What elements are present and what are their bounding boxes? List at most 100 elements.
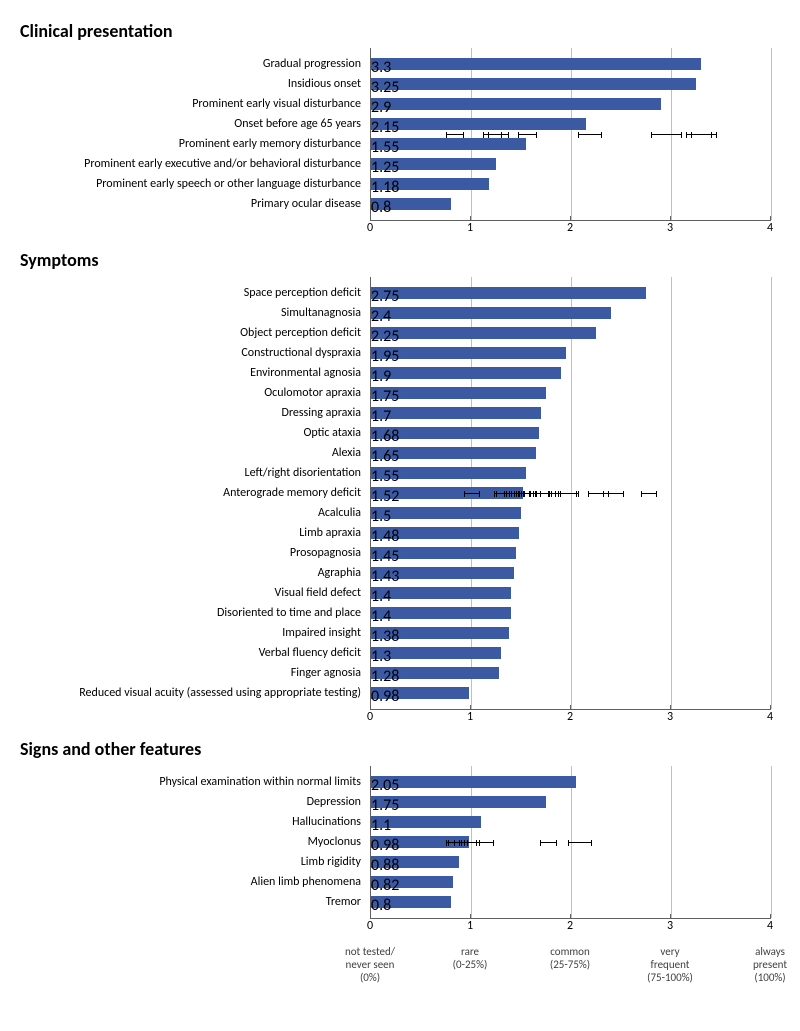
error-cap-high [556,840,557,846]
x-axis-qual-label: common(25-75%) [550,945,590,971]
bar: 0.8 [371,198,451,210]
bar-row: Tremor0.8 [371,892,771,912]
error-cap-low [514,491,515,497]
error-cap-low [530,491,531,497]
error-cap-high [529,491,530,497]
bar-row: Visual field defect1.4 [371,583,771,603]
section-title-signs: Signs and other features [20,738,790,760]
error-bar [641,493,656,494]
error-cap-high [656,491,657,497]
error-cap-high [511,491,512,497]
x-tick-label: 4 [767,919,773,933]
error-cap-low [560,491,561,497]
error-cap-high [467,840,468,846]
bar: 1.68 [371,427,539,439]
error-cap-high [479,491,480,497]
error-cap-low [540,491,541,497]
x-tick-label: 0 [367,221,373,235]
bar-row: Agraphia1.43 [371,563,771,583]
bar-label: Dressing apraxia [11,407,367,420]
error-cap-low [483,132,484,138]
bar: 1.48 [371,527,519,539]
error-bar [518,134,536,135]
bar: 1.9 [371,367,561,379]
x-tick-label: 4 [767,221,773,235]
error-cap-high [623,491,624,497]
bar: 3.3 [371,58,701,70]
bar: 1.7 [371,407,541,419]
bar-label: Verbal fluency deficit [11,647,367,660]
section-title-clinical: Clinical presentation [20,20,790,42]
bar-label: Tremor [11,896,367,909]
error-cap-low [651,132,652,138]
error-cap-low [464,491,465,497]
x-axis-qualitative-labels: not tested/never seen(0%)rare(0-25%)comm… [370,943,770,989]
bar-label: Prominent early speech or other language… [11,178,367,191]
error-cap-low [476,840,477,846]
bar-label: Hallucinations [11,816,367,829]
error-bar [651,134,681,135]
error-bar [494,493,511,494]
gridline [771,766,772,918]
plot-zone: Gradual progression3.3Insidious onset3.2… [370,48,771,221]
error-cap-high [501,132,502,138]
bar-label: Prominent early executive and/or behavio… [11,158,367,171]
error-cap-low [686,132,687,138]
bar: 2.4 [371,307,611,319]
bar: 1.5 [371,507,521,519]
bar-row: Reduced visual acuity (assessed using ap… [371,683,771,703]
bar-row: Hallucinations1.1 [371,812,771,832]
bar-row: Space perception deficit2.75 [371,283,771,303]
error-cap-high [524,491,525,497]
gridline [771,48,772,220]
bar: 1.65 [371,447,536,459]
bar: 1.25 [371,158,496,170]
bar-label: Prosopagnosia [11,547,367,560]
bar-label: Oculomotor apraxia [11,387,367,400]
error-bar [446,842,459,843]
error-cap-low [588,491,589,497]
x-axis-qual-label: not tested/never seen(0%) [345,945,395,984]
bar-row: Alexia1.65 [371,443,771,463]
bar-label: Prominent early memory disturbance [11,138,367,151]
bar-row: Gradual progression3.3 [371,54,771,74]
error-bar [446,134,463,135]
bar-row: Environmental agnosia1.9 [371,363,771,383]
bar-row: Insidious onset3.25 [371,74,771,94]
bar: 1.55 [371,467,526,479]
bar-label: Onset before age 65 years [11,118,367,131]
panel-clinical: Gradual progression3.3Insidious onset3.2… [10,48,790,239]
error-cap-high [681,132,682,138]
x-axis-ticks: 01234 [370,710,770,728]
bar-label: Depression [11,796,367,809]
bar-row: Prosopagnosia1.45 [371,543,771,563]
bar: 1.55 [371,138,526,150]
bar-row: Constructional dyspraxia1.95 [371,343,771,363]
error-cap-high [461,840,462,846]
bar-rows: Physical examination within normal limit… [371,766,771,918]
error-cap-high [601,132,602,138]
bar-label: Insidious onset [11,78,367,91]
error-cap-low [691,132,692,138]
error-cap-low [488,132,489,138]
error-cap-high [558,491,559,497]
bar: 1.75 [371,387,546,399]
error-cap-high [523,491,524,497]
bar-row: Left/right disorientation1.55 [371,463,771,483]
bar: 1.1 [371,816,481,828]
error-bar [588,493,608,494]
error-cap-low [494,491,495,497]
x-tick-label: 3 [667,221,673,235]
bar-row: Disoriented to time and place1.4 [371,603,771,623]
error-cap-low [555,491,556,497]
bar-row: Dressing apraxia1.7 [371,403,771,423]
bar: 0.88 [371,856,459,868]
bar-label: Limb rigidity [11,856,367,869]
bar: 2.15 [371,118,586,130]
error-cap-low [446,132,447,138]
error-cap-low [518,132,519,138]
bar-label: Left/right disorientation [11,467,367,480]
bar: 2.9 [371,98,661,110]
bar-label: Optic ataxia [11,427,367,440]
error-bar [686,134,711,135]
